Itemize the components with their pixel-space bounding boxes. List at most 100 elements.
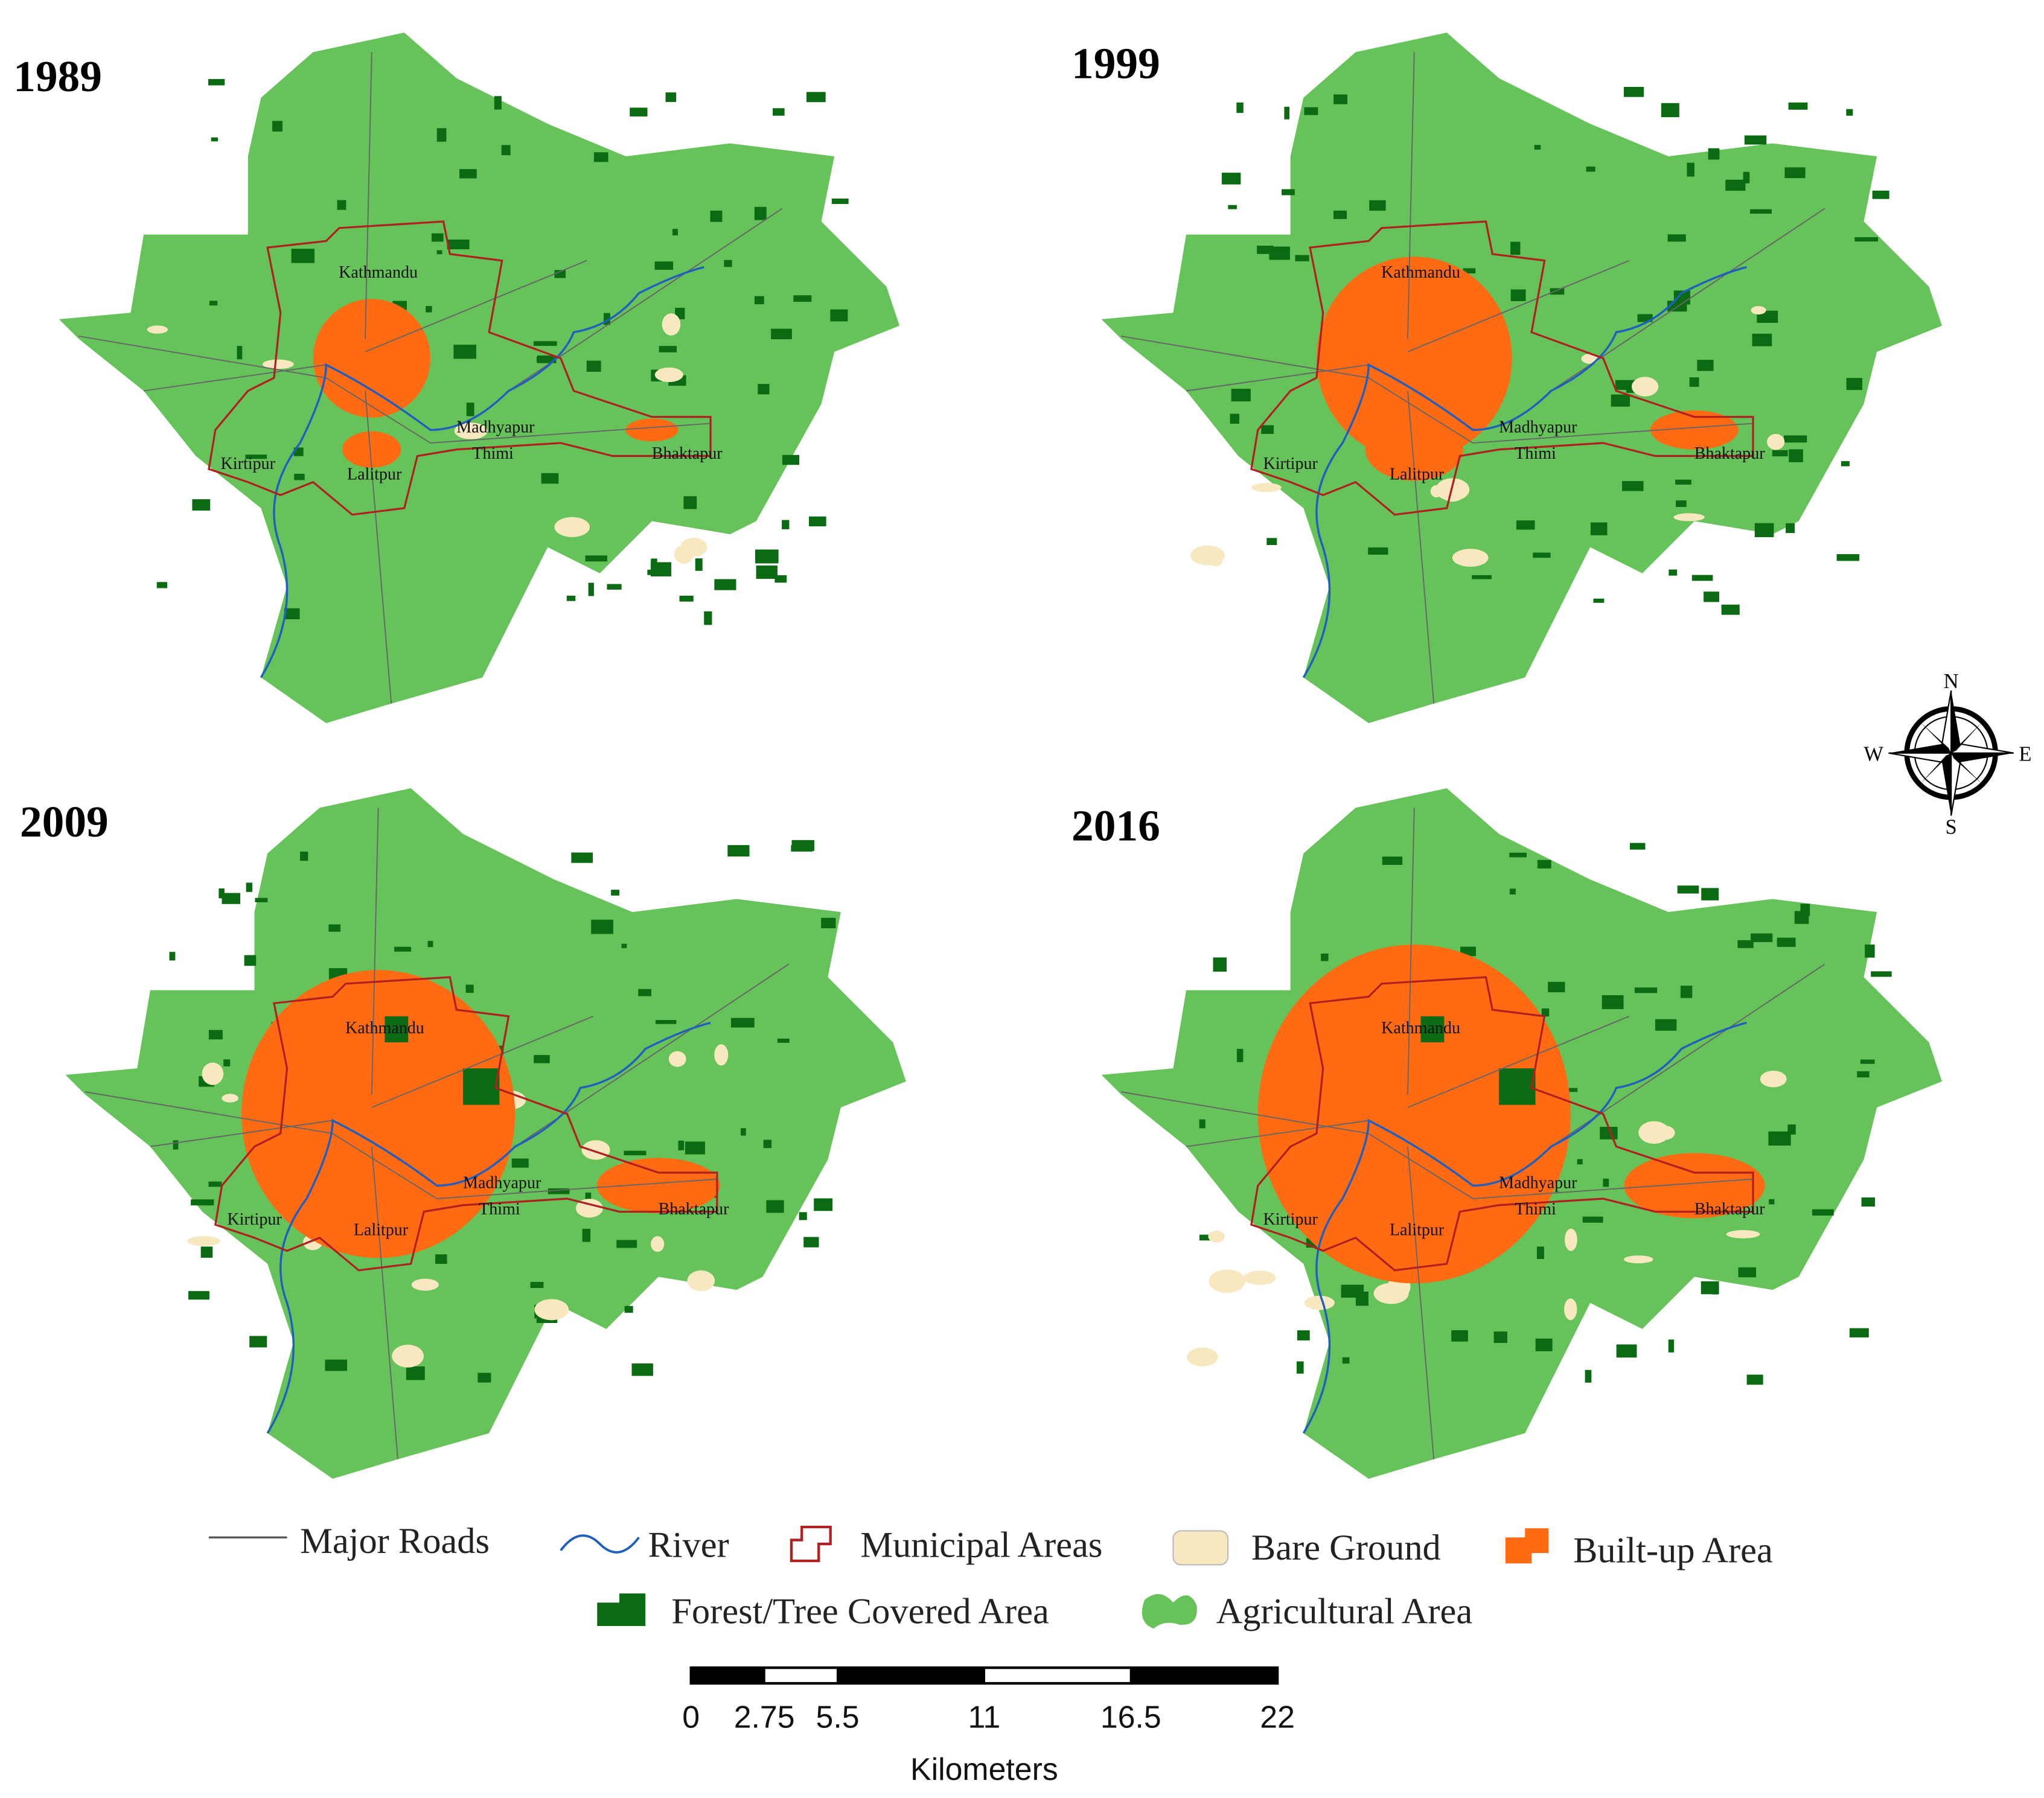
forest-patch (616, 1240, 637, 1248)
scale-segment (837, 1668, 985, 1684)
bare-patch (1631, 377, 1659, 397)
place-label: Bhaktapur (1694, 1200, 1765, 1219)
forest-patch (249, 1336, 267, 1348)
place-label: Kirtipur (1263, 1210, 1318, 1229)
forest-patch (1708, 148, 1720, 160)
forest-patch (548, 1188, 570, 1194)
forest-patch (1333, 210, 1347, 219)
panel-year: 2016 (1072, 801, 1160, 850)
forest-patch (758, 384, 770, 395)
bare-patch (687, 1270, 715, 1292)
forest-patch (1786, 523, 1795, 534)
forest-patch (803, 1237, 819, 1248)
forest-patch (237, 346, 243, 360)
forest-patch (585, 555, 607, 562)
forest-patch (192, 499, 211, 511)
forest-patch (1257, 245, 1274, 254)
bare-patch (1726, 1230, 1760, 1239)
bare-patch (392, 1344, 424, 1368)
forest-patch (710, 210, 723, 222)
forest-patch (714, 579, 736, 590)
forest-patch (685, 1141, 705, 1155)
place-label: Thimi (1515, 1200, 1556, 1219)
forest-patch (1725, 179, 1746, 191)
builtup-south (1336, 1153, 1493, 1258)
forest-patch (501, 145, 511, 156)
bare-patch (187, 1236, 220, 1246)
forest-patch (1861, 1197, 1876, 1207)
forest-patch (772, 108, 785, 116)
forest-patch (755, 549, 779, 564)
forest-patch (1333, 94, 1347, 104)
forest-patch (1623, 86, 1644, 97)
forest-patch (1846, 109, 1853, 116)
forest-patch (541, 473, 559, 484)
forest-patch (436, 128, 447, 142)
bare-patch (1251, 483, 1282, 493)
place-label: Bhaktapur (652, 444, 723, 463)
forest-patch (534, 1055, 550, 1063)
place-label: Bhaktapur (659, 1200, 729, 1219)
legend-builtup-icon (1505, 1528, 1549, 1564)
forest-patch (1368, 547, 1388, 555)
forest-patch (1463, 268, 1476, 274)
forest-patch (1629, 843, 1646, 850)
forest-patch (727, 845, 750, 857)
forest-patch (188, 1291, 209, 1300)
forest-patch (1621, 481, 1644, 491)
forest-patch (245, 454, 267, 459)
forest-patch (1669, 569, 1678, 576)
forest-patch (1846, 378, 1863, 391)
bare-patch (674, 545, 694, 564)
forest-patch (222, 893, 240, 904)
forest-patch (1510, 241, 1521, 255)
forest-patch (1661, 103, 1679, 118)
forest-patch (1746, 1374, 1763, 1385)
forest-patch (466, 403, 474, 416)
forest-patch (1721, 604, 1740, 615)
forest-patch (272, 121, 283, 132)
forest-patch (1812, 1209, 1834, 1216)
forest-patch (447, 239, 470, 249)
road (371, 808, 379, 1095)
forest-patch (1342, 1357, 1350, 1364)
forest-patch (1768, 1131, 1791, 1146)
panel-year: 2009 (20, 797, 109, 846)
forest-patch (1341, 1284, 1364, 1298)
forest-patch (1231, 389, 1251, 402)
forest-patch (1711, 1283, 1719, 1295)
bare-patch (1760, 1071, 1787, 1088)
road (325, 377, 431, 444)
legend: Major Roads River Municipal Areas Bare G… (208, 1521, 1773, 1632)
forest-patch (1236, 1048, 1244, 1062)
bare-patch (714, 1044, 729, 1066)
forest-patch (1281, 189, 1295, 196)
builtup-core (313, 299, 430, 418)
forest-patch (1510, 289, 1526, 301)
legend-label: Municipal Areas (860, 1525, 1102, 1566)
bare-patch (1304, 1295, 1335, 1310)
forest-patch (1676, 500, 1687, 508)
forest-patch (1284, 106, 1290, 120)
forest-patch (1784, 435, 1807, 443)
forest-patch (766, 1200, 784, 1213)
road (332, 1133, 438, 1199)
legend-muni-icon (790, 1525, 832, 1563)
forest-patch (1297, 1330, 1310, 1341)
scale-label: 22 (1260, 1699, 1295, 1734)
forest-patch (494, 96, 502, 110)
forest-patch (1586, 166, 1595, 172)
builtup-east (1650, 410, 1739, 450)
forest-patch (1744, 135, 1767, 145)
forest-patch (1509, 852, 1527, 858)
forest-patch (1221, 173, 1241, 185)
road (1368, 1133, 1474, 1199)
forest-patch (1582, 1216, 1603, 1223)
bare-patch (651, 1236, 665, 1252)
forest-patch (453, 345, 476, 359)
place-label: Lalitpur (1390, 465, 1445, 483)
scale-segment (691, 1668, 765, 1684)
forest-patch (1577, 1159, 1583, 1165)
forest-patch (1590, 522, 1608, 535)
